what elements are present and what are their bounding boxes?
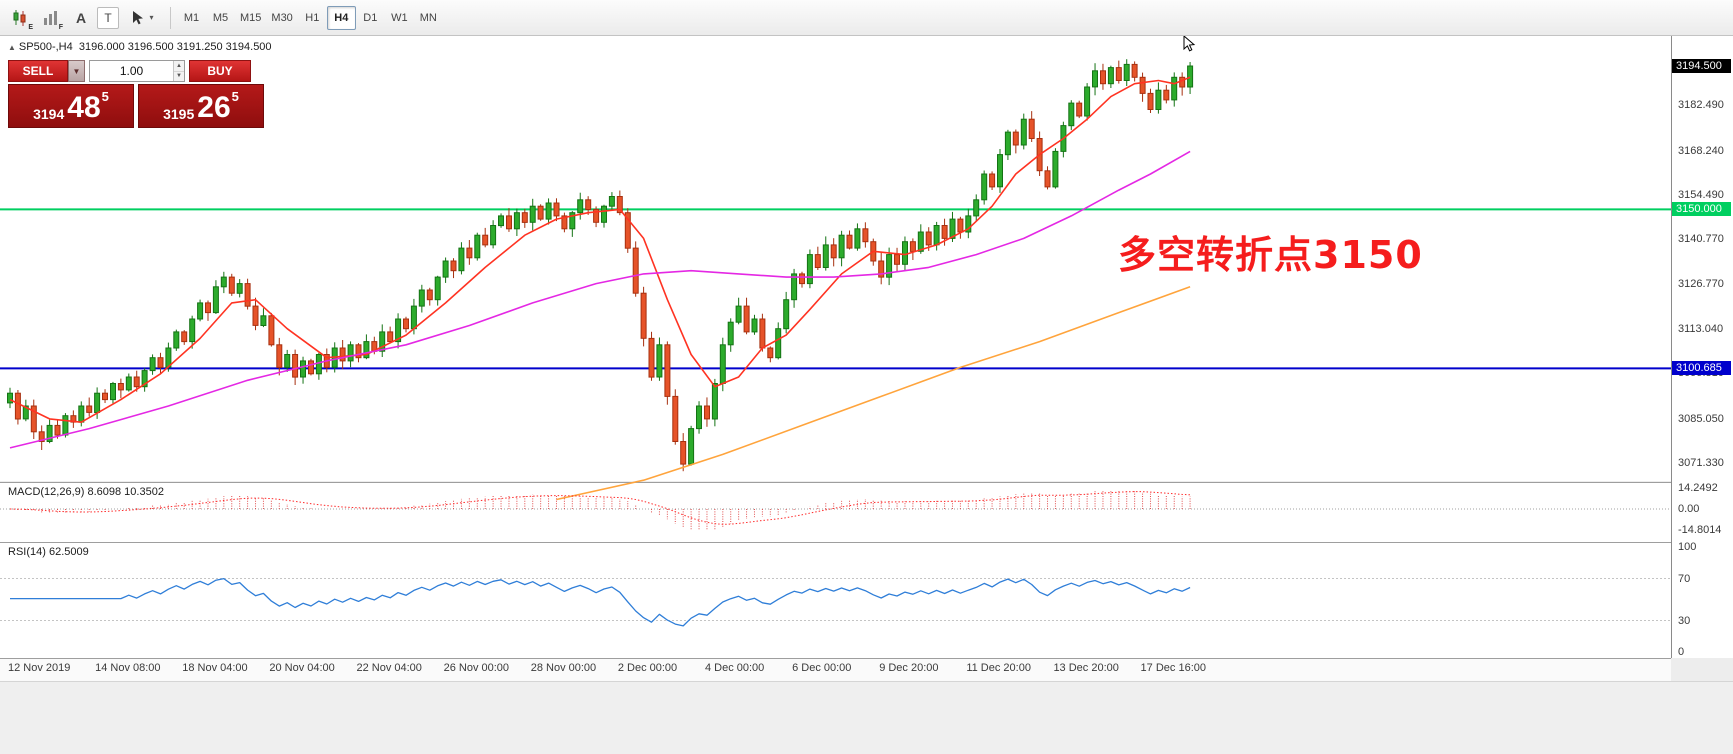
collapse-arrow-icon: ▲ (8, 43, 16, 52)
time-axis[interactable] (0, 658, 1671, 682)
bid-prefix: 3194 (33, 106, 65, 122)
macd-indicator-pane[interactable] (0, 482, 1671, 542)
ask-big-digits: 26 (197, 91, 231, 124)
time-axis-label: 20 Nov 04:00 (269, 662, 335, 674)
level-price-badge-1: 3100.685 (1672, 361, 1731, 376)
one-click-trade-panel: SELL ▼ ▲ ▼ BUY 3194 48 5 3195 26 5 (8, 60, 264, 128)
time-axis-label: 12 Nov 2019 (8, 662, 71, 674)
price-scale-tick: 3168.240 (1678, 144, 1724, 157)
time-axis-label: 9 Dec 20:00 (879, 662, 939, 674)
timeframe-button-mn[interactable]: MN (414, 6, 443, 30)
macd-label: MACD(12,26,9) 8.6098 10.3502 (8, 486, 164, 498)
sell-button[interactable]: SELL (8, 60, 68, 82)
time-axis-label: 11 Dec 20:00 (966, 662, 1031, 674)
bid-big-digits: 48 (67, 91, 101, 124)
symbol-label: SP500-,H4 (18, 41, 73, 53)
price-scale[interactable] (1671, 36, 1733, 658)
volume-stepper: ▲ ▼ (173, 61, 184, 81)
volume-control: ▲ ▼ (89, 60, 185, 82)
window-bottom-area (0, 681, 1733, 754)
price-scale-tick: 3182.490 (1678, 98, 1724, 111)
chart-annotation-text: 多空转折点3150 (1118, 233, 1423, 277)
price-scale-tick: 3126.770 (1678, 278, 1724, 291)
sell-dropdown[interactable]: ▼ (68, 60, 85, 82)
histogram-glyph (44, 10, 57, 25)
macd-axis-label: 0.00 (1678, 503, 1700, 515)
macd-axis-label: 14.2492 (1678, 482, 1718, 495)
bid-price-display: 3194 48 5 (8, 84, 134, 128)
price-scale-tick: 3071.330 (1678, 457, 1724, 469)
timeframe-button-h4[interactable]: H4 (326, 5, 356, 30)
rsi-indicator-pane[interactable] (0, 542, 1671, 658)
ask-price-display: 3195 26 5 (138, 84, 264, 128)
candlestick-glyph (13, 9, 26, 26)
current-price-badge: 3194.500 (1672, 59, 1731, 73)
ask-prefix: 3195 (163, 106, 195, 122)
time-axis-label: 18 Nov 04:00 (182, 662, 248, 674)
chevron-down-icon: ▾ (149, 13, 154, 22)
macd-axis-label: -14.8014 (1678, 524, 1722, 537)
ohlc-values: 3196.000 3196.500 3191.250 3194.500 (78, 41, 272, 53)
chart-symbol-ohlc: ▲ SP500-,H4 3196.000 3196.500 3191.250 31… (8, 41, 272, 53)
timeframe-button-w1[interactable]: W1 (385, 6, 414, 30)
timeframe-button-m30[interactable]: M30 (266, 6, 297, 30)
text-box-icon[interactable]: T (97, 6, 119, 29)
volume-stepper-up[interactable]: ▲ (174, 61, 184, 72)
price-scale-tick: 3085.050 (1678, 412, 1724, 425)
chevron-down-icon: ▼ (72, 66, 81, 76)
time-axis-label: 6 Dec 00:00 (792, 662, 852, 674)
candlestick-chart-icon[interactable]: E (7, 4, 35, 32)
timeframe-button-h1[interactable]: H1 (298, 6, 327, 30)
volume-stepper-down[interactable]: ▼ (174, 71, 184, 81)
histogram-icon[interactable]: F (37, 4, 65, 32)
ask-pip-sup: 5 (231, 89, 239, 104)
time-axis-label: 4 Dec 00:00 (704, 662, 765, 674)
timeframe-button-m1[interactable]: M1 (177, 6, 206, 30)
time-axis-label: 17 Dec 16:00 (1140, 662, 1206, 674)
timeframe-button-m5[interactable]: M5 (206, 6, 235, 30)
time-axis-label: 14 Nov 08:00 (95, 662, 161, 674)
time-axis-label: 22 Nov 04:00 (356, 662, 422, 674)
price-scale-tick: 3113.040 (1678, 322, 1724, 335)
rsi-label: RSI(14) 62.5009 (8, 546, 89, 558)
time-axis-label: 13 Dec 20:00 (1053, 662, 1119, 674)
timeframe-button-m15[interactable]: M15 (235, 6, 266, 30)
rsi-axis-label: 100 (1678, 541, 1697, 553)
text-label-icon[interactable]: A (75, 9, 87, 26)
level-price-badge-0: 3150.000 (1672, 202, 1731, 217)
volume-input[interactable] (90, 61, 173, 81)
cursor-arrow-glyph (133, 10, 144, 24)
price-scale-tick: 3140.770 (1678, 233, 1724, 246)
cursor-tool-icon[interactable]: ▾ (121, 4, 163, 32)
mouse-cursor (1183, 34, 1197, 59)
rsi-axis-label: 30 (1678, 614, 1691, 627)
toolbar: E F A T ▾ M1 M5 M15 M30 H1 H4 D1 W1 MN (0, 0, 1733, 36)
time-axis-label: 26 Nov 00:00 (443, 662, 510, 674)
buy-button[interactable]: BUY (189, 60, 251, 82)
time-axis-label: 2 Dec 00:00 (617, 662, 678, 674)
rsi-axis-label: 0 (1678, 646, 1685, 658)
timeframe-button-d1[interactable]: D1 (356, 6, 385, 30)
price-scale-tick: 3154.490 (1678, 188, 1724, 201)
time-axis-label: 28 Nov 00:00 (530, 662, 597, 674)
bid-pip-sup: 5 (101, 89, 109, 104)
rsi-axis-label: 70 (1678, 572, 1691, 585)
toolbar-separator (170, 6, 171, 29)
timeframe-buttons: M1 M5 M15 M30 H1 H4 D1 W1 MN (177, 5, 443, 30)
